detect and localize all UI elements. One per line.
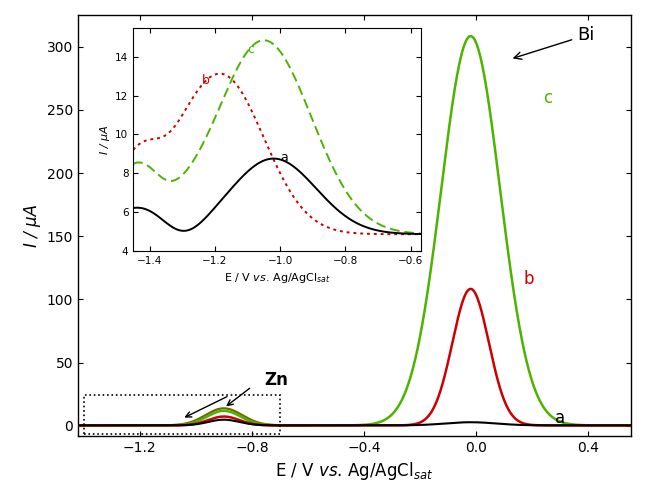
X-axis label: E / V $\it{vs}$. Ag/AgCl$_{sat}$: E / V $\it{vs}$. Ag/AgCl$_{sat}$ [275,460,434,482]
Text: c: c [543,90,552,108]
Text: Bi: Bi [514,27,595,59]
Text: b: b [524,270,534,288]
Text: Zn: Zn [265,371,289,389]
Text: a: a [555,409,565,427]
Y-axis label: I / μA: I / μA [23,204,41,247]
Bar [84,395,280,434]
